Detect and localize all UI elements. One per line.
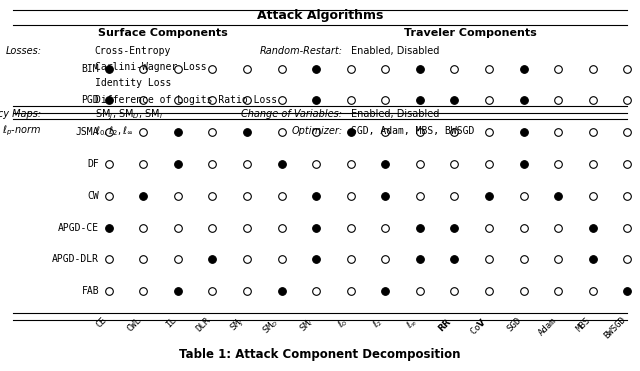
- Text: MBS: MBS: [575, 315, 593, 333]
- Text: SM$_D$: SM$_D$: [260, 315, 282, 336]
- Text: Attack Algorithms: Attack Algorithms: [257, 9, 383, 22]
- Text: SM$_I$: SM$_I$: [297, 315, 316, 335]
- Text: $\ell_\infty$: $\ell_\infty$: [404, 315, 420, 331]
- Text: $\ell_2$: $\ell_2$: [370, 315, 385, 331]
- Text: Difference of Logits Ratio Loss: Difference of Logits Ratio Loss: [95, 95, 277, 105]
- Text: Co$\bf{V}$: Co$\bf{V}$: [467, 315, 489, 337]
- Text: DF: DF: [88, 159, 99, 169]
- Text: $\ell_p$-norm: $\ell_p$-norm: [3, 124, 42, 138]
- Text: Surface Components: Surface Components: [99, 28, 228, 37]
- Text: APGD-DLR: APGD-DLR: [52, 255, 99, 265]
- Text: Change of Variables:: Change of Variables:: [241, 109, 342, 119]
- Text: Enabled, Disabled: Enabled, Disabled: [351, 46, 439, 56]
- Text: $\bf{RR}$: $\bf{RR}$: [436, 315, 454, 334]
- Text: PGD: PGD: [81, 95, 99, 105]
- Text: JSMA: JSMA: [76, 127, 99, 137]
- Text: SGD: SGD: [506, 315, 524, 333]
- Text: APGD-CE: APGD-CE: [58, 223, 99, 233]
- Text: IL: IL: [164, 315, 178, 329]
- Text: Identity Loss: Identity Loss: [95, 79, 171, 88]
- Text: $\ell_0$: $\ell_0$: [335, 315, 351, 331]
- Text: $\ell_0, \ell_2, \ell_\infty$: $\ell_0, \ell_2, \ell_\infty$: [95, 124, 133, 138]
- Text: Traveler Components: Traveler Components: [404, 28, 537, 37]
- Text: Carlini-Wagner Loss: Carlini-Wagner Loss: [95, 62, 206, 72]
- Text: Random-Restart:: Random-Restart:: [259, 46, 342, 56]
- Text: Enabled, Disabled: Enabled, Disabled: [351, 109, 439, 119]
- Text: CW: CW: [88, 191, 99, 201]
- Text: SM$_J$, SM$_D$, SM$_I$: SM$_J$, SM$_D$, SM$_I$: [95, 107, 163, 122]
- Text: SGD, Adam, MBS, BWSGD: SGD, Adam, MBS, BWSGD: [351, 126, 474, 136]
- Text: Adam: Adam: [536, 315, 558, 337]
- Text: Optimizer:: Optimizer:: [291, 126, 342, 136]
- Text: BIM: BIM: [81, 64, 99, 73]
- Text: FAB: FAB: [81, 286, 99, 296]
- Text: Losses:: Losses:: [6, 46, 42, 56]
- Text: SM$_J$: SM$_J$: [227, 315, 247, 335]
- Text: BWSGD: BWSGD: [602, 315, 627, 341]
- Text: CWL: CWL: [125, 315, 143, 333]
- Text: Saliency Maps:: Saliency Maps:: [0, 109, 42, 119]
- Text: Table 1: Attack Component Decomposition: Table 1: Attack Component Decomposition: [179, 348, 461, 361]
- Text: Cross-Entropy: Cross-Entropy: [95, 46, 171, 56]
- Text: DLR: DLR: [195, 315, 212, 333]
- Text: CE: CE: [95, 315, 109, 329]
